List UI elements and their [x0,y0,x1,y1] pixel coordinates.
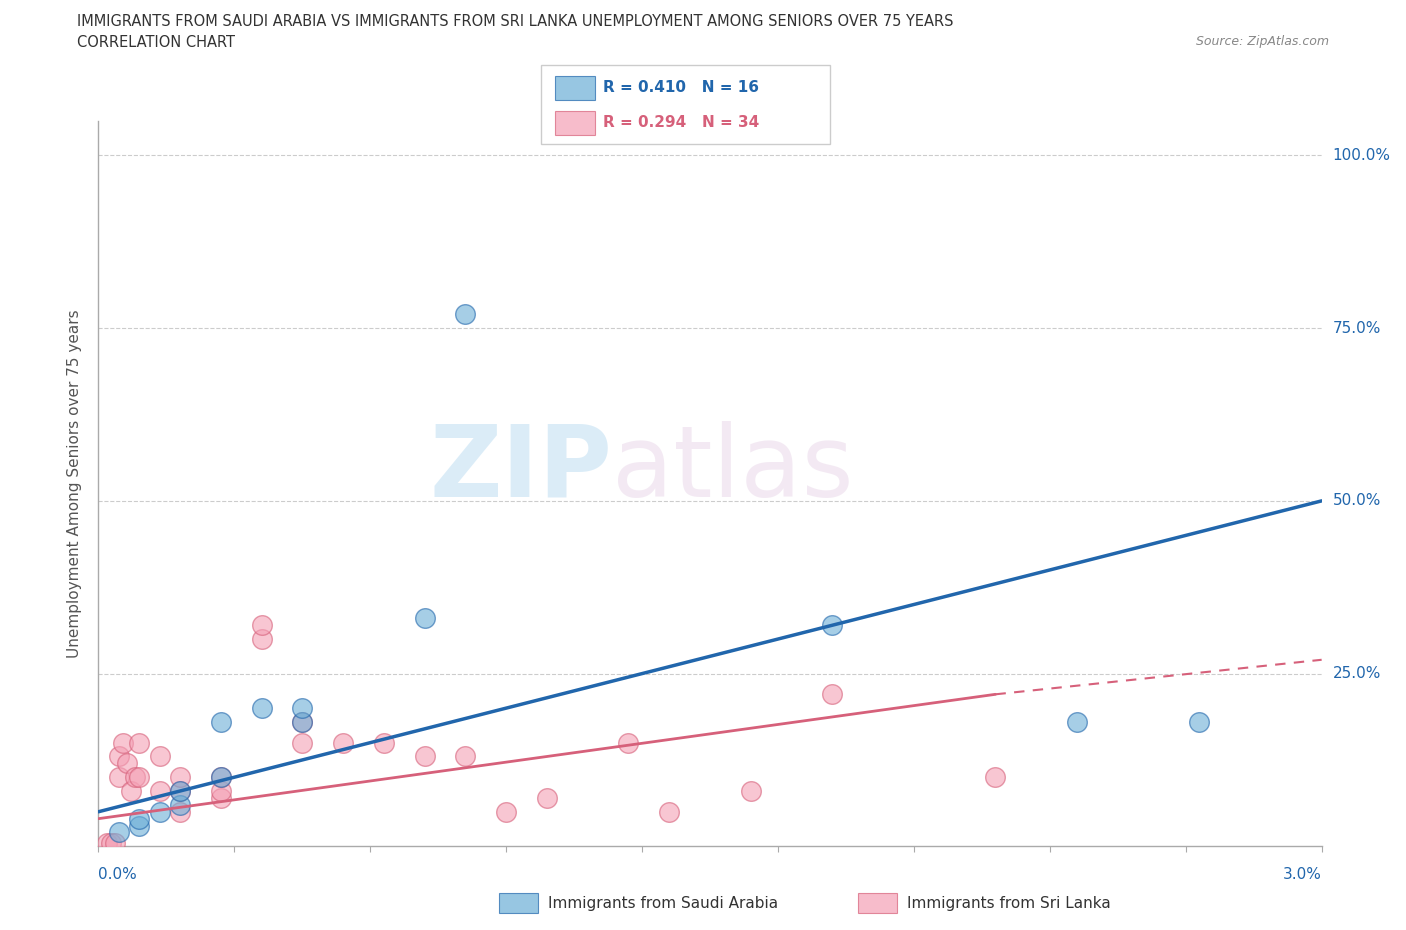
Point [1066,714,1088,729]
Point [495,804,517,819]
Point [373,736,395,751]
Point [454,307,477,322]
Point [413,749,436,764]
Point [111,736,134,751]
Point [332,736,354,751]
Point [291,736,314,751]
Point [108,825,131,840]
Point [209,714,232,729]
Text: atlas: atlas [612,420,853,518]
Point [209,784,232,799]
Text: ZIP: ZIP [429,420,612,518]
Point [104,835,127,850]
Point [250,700,273,715]
Point [617,736,640,751]
Point [740,784,762,799]
Y-axis label: Unemployment Among Seniors over 75 years: Unemployment Among Seniors over 75 years [67,310,83,658]
Point [169,784,191,799]
Text: 25.0%: 25.0% [1333,666,1381,681]
Text: Immigrants from Saudi Arabia: Immigrants from Saudi Arabia [548,896,779,910]
Point [454,749,477,764]
Point [291,714,314,729]
Point [169,804,191,819]
Text: Source: ZipAtlas.com: Source: ZipAtlas.com [1195,35,1329,48]
Point [536,790,558,805]
Text: R = 0.410   N = 16: R = 0.410 N = 16 [603,80,759,95]
Point [108,770,131,785]
Point [821,687,844,702]
Point [96,835,118,850]
Point [984,770,1007,785]
Point [128,818,150,833]
Point [149,784,172,799]
Point [658,804,681,819]
Point [128,770,150,785]
Point [149,749,172,764]
Point [128,811,150,826]
Text: 0.0%: 0.0% [98,867,138,882]
Point [209,770,232,785]
Point [115,756,138,771]
Text: IMMIGRANTS FROM SAUDI ARABIA VS IMMIGRANTS FROM SRI LANKA UNEMPLOYMENT AMONG SEN: IMMIGRANTS FROM SAUDI ARABIA VS IMMIGRAN… [77,14,953,29]
Point [169,797,191,812]
Text: 3.0%: 3.0% [1282,867,1322,882]
Point [149,804,172,819]
Text: 50.0%: 50.0% [1333,494,1381,509]
Point [120,784,142,799]
Point [124,770,146,785]
Point [250,618,273,632]
Point [821,618,844,632]
Text: 75.0%: 75.0% [1333,321,1381,336]
Point [250,631,273,646]
Point [413,611,436,626]
Point [169,770,191,785]
Text: 100.0%: 100.0% [1333,148,1391,163]
Text: Immigrants from Sri Lanka: Immigrants from Sri Lanka [907,896,1111,910]
Point [291,700,314,715]
Text: CORRELATION CHART: CORRELATION CHART [77,35,235,50]
Point [209,770,232,785]
Point [128,736,150,751]
Point [291,714,314,729]
Point [108,749,131,764]
Text: R = 0.294   N = 34: R = 0.294 N = 34 [603,115,759,130]
Point [1188,714,1211,729]
Point [209,790,232,805]
Point [100,835,122,850]
Point [169,784,191,799]
